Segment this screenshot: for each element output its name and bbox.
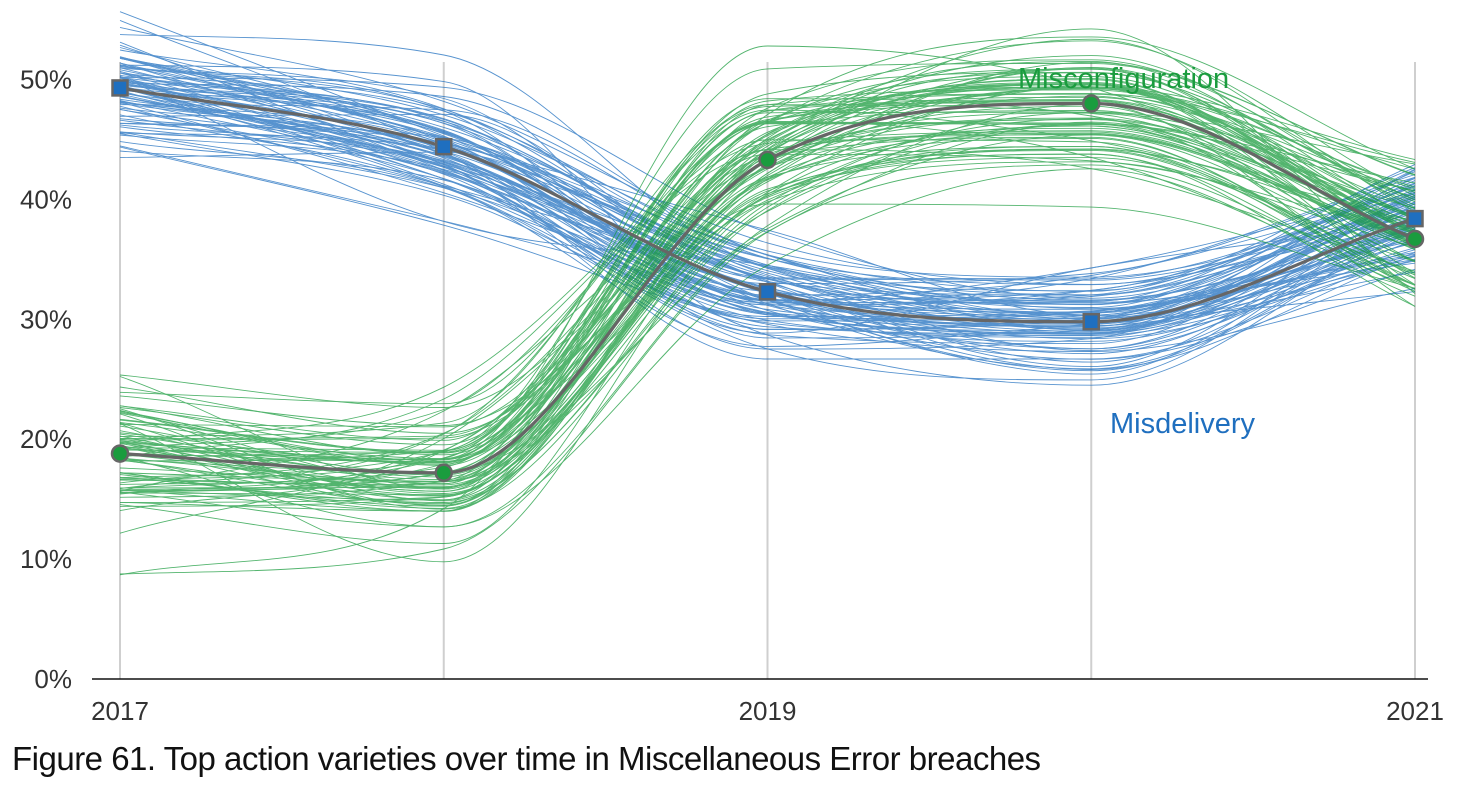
band-line bbox=[119, 148, 1416, 503]
band-line bbox=[119, 131, 1416, 449]
band-line bbox=[119, 45, 1416, 460]
band-line bbox=[119, 95, 1416, 360]
band-line bbox=[119, 76, 1416, 302]
band-line bbox=[119, 168, 1416, 528]
x-tick-label: 2019 bbox=[739, 696, 797, 726]
marker-misdelivery bbox=[435, 137, 453, 156]
band-line bbox=[119, 60, 1416, 490]
y-tick-label: 30% bbox=[20, 304, 72, 334]
y-tick-label: 50% bbox=[20, 65, 72, 95]
band-line bbox=[119, 64, 1416, 322]
band-line bbox=[119, 34, 1416, 292]
marker-misconfiguration bbox=[1082, 94, 1101, 113]
band-line bbox=[119, 153, 1416, 544]
band-line bbox=[119, 38, 1416, 408]
band-line bbox=[119, 101, 1416, 308]
band-line bbox=[119, 103, 1416, 485]
band-line bbox=[119, 102, 1416, 325]
marker-misdelivery bbox=[758, 282, 777, 301]
band-line bbox=[119, 84, 1416, 454]
band-line bbox=[119, 124, 1416, 330]
band-misconfiguration bbox=[119, 28, 1416, 576]
marker-misdelivery bbox=[111, 79, 129, 97]
band-line bbox=[119, 100, 1416, 462]
band-line bbox=[119, 66, 1416, 482]
band-line bbox=[119, 72, 1416, 296]
band-line bbox=[119, 139, 1416, 492]
band-line bbox=[119, 40, 1416, 445]
chart: 0% 10% 20% 30% 40% 50% 2017 2019 2021 Misconfig… bbox=[20, 11, 1444, 726]
band-line bbox=[119, 83, 1416, 484]
band-line bbox=[119, 36, 1416, 466]
band-line bbox=[119, 57, 1416, 313]
band-line bbox=[119, 57, 1416, 370]
data-markers bbox=[110, 79, 1425, 483]
band-line bbox=[119, 68, 1416, 507]
band-line bbox=[119, 72, 1416, 342]
band-line bbox=[119, 95, 1416, 483]
band-line bbox=[119, 82, 1416, 305]
series-label-misdelivery: Misdelivery bbox=[1110, 408, 1256, 440]
marker-misdelivery bbox=[1082, 312, 1100, 331]
y-axis-ticks: 0% 10% 20% 30% 40% 50% bbox=[20, 65, 72, 694]
band-line bbox=[119, 86, 1416, 426]
marker-misconfiguration bbox=[110, 444, 130, 463]
band-line bbox=[119, 95, 1416, 345]
band-line bbox=[119, 59, 1416, 446]
band-line bbox=[119, 164, 1416, 575]
band-line bbox=[119, 86, 1416, 331]
marker-misconfiguration bbox=[758, 150, 777, 170]
marker-misdelivery bbox=[1406, 209, 1424, 228]
y-tick-label: 20% bbox=[20, 424, 72, 454]
y-tick-label: 10% bbox=[20, 544, 72, 574]
x-tick-label: 2021 bbox=[1386, 696, 1444, 726]
y-tick-label: 0% bbox=[34, 664, 72, 694]
band-line bbox=[119, 56, 1416, 292]
band-line bbox=[119, 49, 1416, 324]
simulation-bands bbox=[119, 11, 1416, 576]
band-line bbox=[119, 89, 1416, 329]
y-tick-label: 40% bbox=[20, 184, 72, 214]
band-line bbox=[119, 62, 1416, 462]
figure-caption: Figure 61. Top action varieties over tim… bbox=[12, 740, 1041, 777]
band-line bbox=[119, 132, 1416, 459]
band-line bbox=[119, 85, 1416, 336]
marker-misconfiguration bbox=[434, 463, 453, 483]
x-tick-label: 2017 bbox=[91, 696, 149, 726]
band-line bbox=[119, 75, 1416, 306]
band-line bbox=[119, 62, 1416, 334]
band-line bbox=[119, 141, 1416, 347]
band-line bbox=[119, 111, 1416, 485]
band-line bbox=[119, 55, 1416, 439]
band-misdelivery bbox=[119, 11, 1416, 386]
band-line bbox=[119, 157, 1416, 501]
band-line bbox=[119, 98, 1416, 461]
series-label-misconfiguration: Misconfiguration bbox=[1018, 63, 1229, 95]
x-axis-ticks: 2017 2019 2021 bbox=[91, 696, 1444, 726]
marker-misconfiguration bbox=[1405, 229, 1425, 249]
band-line bbox=[119, 101, 1416, 335]
